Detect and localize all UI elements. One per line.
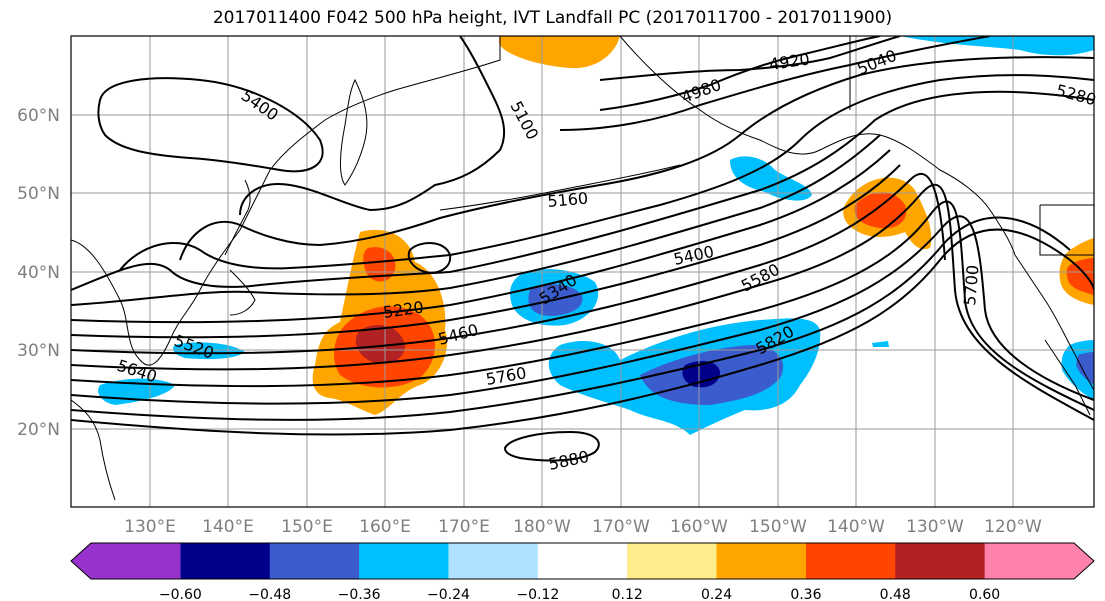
lat-label: 50°N — [17, 184, 60, 204]
lat-label: 60°N — [17, 106, 60, 126]
negative-anomaly-arctic-east — [900, 36, 1094, 56]
coastline-east-asia-south — [71, 399, 116, 501]
positive-anomaly-gulf-alaska-inner — [854, 192, 907, 229]
lon-label: 150°E — [281, 517, 333, 537]
negative-anomaly-california-inner — [1076, 352, 1094, 385]
colorbar-label: −0.48 — [248, 587, 291, 601]
contour-5160 — [179, 56, 1094, 261]
contour-ring-5100 — [407, 242, 452, 274]
lat-label: 40°N — [17, 263, 60, 283]
lon-label: 120°W — [984, 517, 1042, 537]
coastline-japan — [224, 179, 256, 316]
colorbar-label: −0.12 — [516, 587, 559, 601]
contour-5280 — [71, 90, 1094, 291]
contour-label: 5160 — [547, 189, 589, 211]
colorbar-segment — [269, 543, 360, 579]
positive-anomaly-west-coast-inner — [1066, 258, 1094, 295]
contour-label: 4980 — [679, 75, 724, 107]
contour-label: 5400 — [238, 86, 282, 125]
lon-label: 170°W — [592, 517, 650, 537]
colorbar-segment — [448, 543, 539, 579]
lon-label: 150°W — [749, 517, 807, 537]
contour-4980 — [599, 36, 881, 111]
ivt-shading — [98, 36, 1094, 435]
coastline-alaska — [619, 36, 1016, 256]
coastline-asia — [71, 36, 501, 366]
contour-5520 — [71, 173, 946, 355]
negative-anomaly-small-1 — [872, 341, 889, 347]
border-us-canada — [849, 36, 1094, 256]
lat-label: 20°N — [17, 420, 60, 440]
lon-label: 160°E — [359, 517, 411, 537]
contour-label: 5400 — [672, 242, 716, 269]
colorbar-segment — [895, 543, 986, 579]
colorbar-label: 0.24 — [701, 587, 732, 601]
contour-label: 5280 — [1054, 81, 1098, 110]
contour-5400-north — [97, 77, 324, 173]
colorbar-label: −0.36 — [338, 587, 381, 601]
lat-label: 30°N — [17, 341, 60, 361]
lon-label: 140°E — [202, 517, 254, 537]
colorbar-outline — [70, 542, 1095, 580]
colorbar-segment — [984, 543, 1094, 579]
lon-label: 170°E — [438, 517, 490, 537]
lon-label: 140°W — [827, 517, 885, 537]
contour-5760 — [71, 216, 1071, 421]
colorbar: −0.60 −0.48 −0.36 −0.24 −0.12 0.12 0.24 0.36 0.4… — [70, 542, 1095, 601]
contour-5700 — [71, 215, 1094, 405]
colorbar-label: 0.36 — [790, 587, 821, 601]
positive-anomaly-central-pacific-core — [355, 325, 405, 364]
colorbar-segment — [716, 543, 807, 579]
contour-5220 — [119, 74, 1094, 271]
contour-5880 — [503, 430, 600, 462]
contour-4920 — [599, 36, 901, 81]
negative-anomaly-alaska — [730, 156, 812, 201]
coastline-kamchatka — [340, 78, 368, 186]
contour-5820 — [71, 228, 1094, 436]
contour-label: 5880 — [547, 447, 591, 474]
positive-anomaly-arctic — [498, 36, 620, 69]
contour-label: 5700 — [960, 264, 982, 306]
lon-label: 160°W — [670, 517, 728, 537]
colorbar-segment — [805, 543, 896, 579]
colorbar-segment — [627, 543, 718, 579]
coastlines — [71, 36, 1094, 501]
contour-label: 5100 — [506, 98, 542, 143]
latitude-labels: 60°N 50°N 40°N 30°N 20°N — [17, 106, 60, 440]
colorbar-label: 0.12 — [612, 587, 643, 601]
contour-5640 — [71, 200, 1094, 411]
contour-5400 — [71, 149, 891, 324]
colorbar-segment — [71, 543, 181, 579]
contour-label: 5760 — [484, 363, 527, 389]
colorbar-label: −0.24 — [427, 587, 470, 601]
contour-5340 — [71, 134, 881, 306]
contour-label: 4920 — [768, 49, 811, 73]
map-title: 2017011400 F042 500 hPa height, IVT Land… — [212, 8, 893, 28]
lon-label: 130°E — [124, 517, 176, 537]
contour-5460 — [71, 164, 901, 339]
colorbar-segment — [180, 543, 271, 579]
negative-anomaly-japan — [173, 342, 245, 360]
height-contours — [71, 36, 1094, 462]
contour-5580 — [71, 183, 1094, 421]
graticule — [71, 36, 1094, 507]
positive-anomaly-central-pacific-north — [363, 247, 396, 282]
map-frame — [70, 35, 1095, 508]
longitude-labels: 130°E 140°E 150°E 160°E 170°E 180°W 170°… — [124, 517, 1042, 537]
colorbar-label: 0.60 — [969, 587, 1000, 601]
lon-label: 130°W — [906, 517, 964, 537]
coastline-north-america-west — [1014, 254, 1094, 391]
colorbar-segment — [537, 543, 628, 579]
contour-5040 — [559, 36, 991, 131]
colorbar-label: 0.48 — [880, 587, 911, 601]
coastline-aleutians — [439, 164, 681, 211]
colorbar-label: −0.60 — [159, 587, 202, 601]
contour-5100 — [239, 36, 506, 216]
lon-label: 180°W — [513, 517, 571, 537]
contour-label: 5040 — [854, 46, 899, 79]
colorbar-segment — [359, 543, 449, 579]
